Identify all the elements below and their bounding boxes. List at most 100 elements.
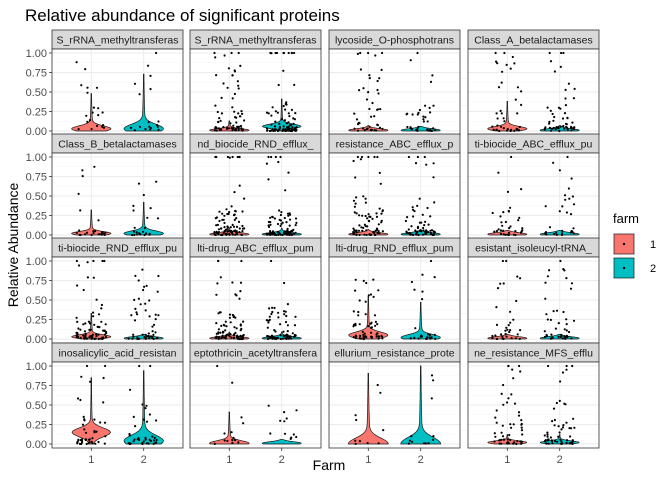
data-point: [238, 184, 241, 187]
data-point: [494, 435, 497, 438]
legend-label-2: 2: [650, 263, 656, 275]
data-point: [231, 381, 234, 384]
data-point: [356, 52, 359, 56]
data-point: [432, 176, 435, 179]
data-point: [104, 231, 107, 234]
data-point: [545, 313, 548, 316]
data-point: [501, 259, 504, 263]
data-point: [241, 210, 244, 213]
data-point: [496, 287, 500, 290]
data-point: [554, 327, 558, 330]
data-point: [362, 226, 365, 229]
facet-strip-label: esistant_isoleucyl-tRNA_: [475, 243, 592, 255]
y-tick-label: 0.00: [26, 439, 47, 451]
data-point: [222, 82, 225, 85]
data-point: [234, 439, 237, 442]
data-point: [131, 337, 134, 340]
data-point: [369, 322, 372, 325]
data-point: [89, 328, 92, 331]
data-point: [287, 337, 290, 340]
y-tick-label: 1.00: [26, 48, 47, 60]
data-point: [274, 120, 277, 123]
data-point: [413, 210, 416, 213]
data-point: [367, 325, 370, 328]
data-point: [128, 432, 131, 436]
data-point: [381, 51, 384, 55]
data-point: [151, 435, 154, 438]
data-point: [289, 218, 292, 221]
data-point: [421, 298, 424, 301]
data-point: [572, 319, 576, 322]
facet-strip-label: S_rRNA_methyltransferas: [195, 35, 317, 47]
data-point: [566, 155, 569, 159]
data-point: [501, 224, 504, 227]
data-point: [288, 231, 291, 234]
data-point: [93, 430, 96, 433]
data-point: [281, 337, 285, 340]
data-point: [216, 110, 219, 114]
data-point: [365, 229, 368, 232]
data-point: [285, 221, 288, 224]
data-point: [411, 206, 414, 209]
data-point: [426, 336, 429, 339]
data-point: [505, 335, 508, 338]
data-point: [231, 438, 234, 442]
data-point: [515, 299, 518, 303]
data-point: [229, 122, 232, 125]
data-point: [75, 336, 78, 339]
data-point: [228, 233, 231, 236]
facet-strip-label: inosalicylic_acid_resistan: [59, 348, 177, 360]
data-point: [566, 117, 569, 120]
data-point: [130, 314, 133, 317]
facet-panel-border: [467, 361, 600, 449]
data-point: [77, 327, 80, 330]
data-point: [99, 337, 102, 340]
data-point: [361, 330, 364, 333]
data-point: [375, 227, 379, 230]
data-point: [363, 233, 366, 236]
data-point: [420, 221, 423, 224]
data-point: [363, 332, 366, 335]
data-point: [354, 229, 357, 232]
data-point: [378, 232, 381, 235]
data-point: [230, 127, 233, 130]
data-point: [149, 128, 152, 131]
data-point: [137, 437, 140, 440]
data-point: [292, 433, 295, 436]
data-point: [137, 297, 140, 300]
data-point: [355, 196, 358, 199]
data-point: [421, 290, 424, 293]
data-point: [422, 120, 425, 123]
data-point: [546, 435, 549, 438]
data-point: [424, 442, 427, 445]
data-point: [283, 420, 286, 423]
data-point: [274, 330, 277, 333]
data-point: [353, 211, 356, 214]
data-point: [218, 219, 221, 223]
data-point: [571, 364, 574, 368]
data-point: [376, 323, 379, 326]
data-point: [548, 122, 551, 125]
data-point: [284, 102, 287, 106]
data-point: [270, 259, 273, 263]
data-point: [282, 125, 285, 128]
data-point: [427, 223, 430, 226]
data-point: [285, 122, 288, 125]
data-point: [560, 440, 563, 443]
data-point: [521, 433, 524, 436]
data-point: [569, 287, 573, 290]
data-point: [143, 226, 146, 230]
data-point: [506, 401, 509, 404]
data-point: [500, 438, 503, 441]
data-point: [132, 415, 135, 418]
data-point: [83, 428, 86, 431]
data-point: [213, 233, 216, 236]
data-point: [562, 124, 565, 128]
data-point: [221, 334, 224, 337]
data-point: [373, 129, 376, 132]
data-point: [83, 330, 87, 333]
data-point: [147, 121, 150, 124]
data-point: [562, 310, 565, 314]
data-point: [565, 123, 568, 126]
data-point: [234, 116, 237, 119]
